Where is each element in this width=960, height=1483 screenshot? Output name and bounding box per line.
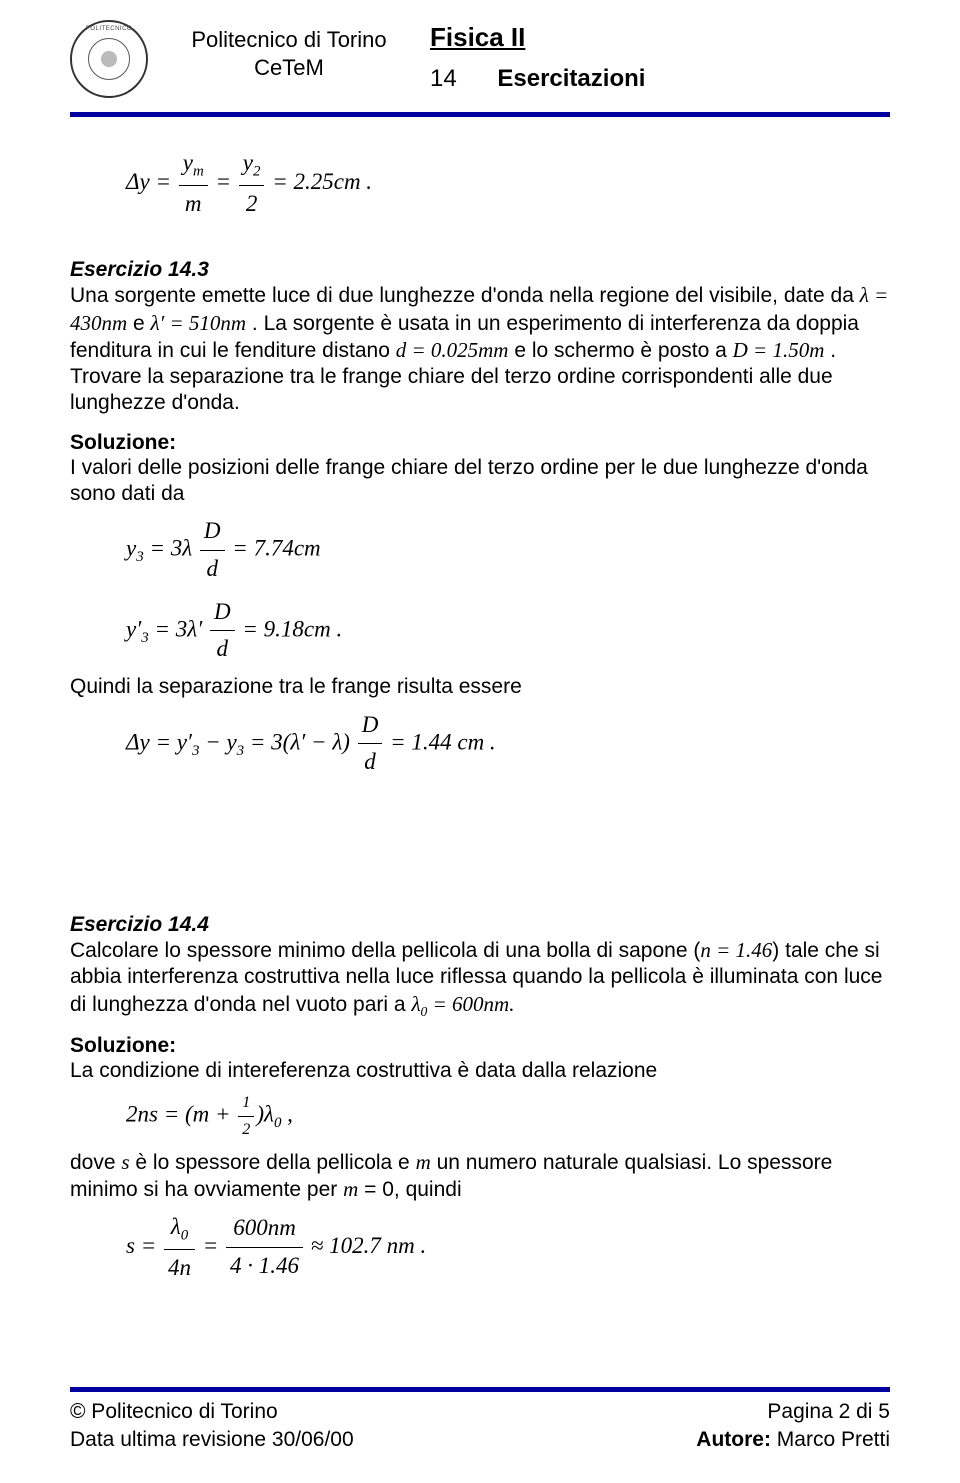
equation-constructive-interference: 2ns = (m + 12)λ0 , (126, 1090, 890, 1143)
equation-delta-y-result: Δy = y′3 − y3 = 3(λ′ − λ) D d = 1.44 cm … (126, 707, 890, 782)
page-footer: © Politecnico di Torino Pagina 2 di 5 Da… (70, 1373, 890, 1453)
seal-inner-icon (88, 38, 130, 80)
course-block: Fisica II 14 Esercitazioni (430, 20, 645, 93)
equation-y3: y3 = 3λ D d = 7.74cm (126, 513, 890, 588)
exercise-3-heading: Esercizio 14.3 (70, 258, 890, 282)
footer-row-2: Data ultima revisione 30/06/00 Autore: M… (70, 1426, 890, 1453)
fraction-one-half: 12 (238, 1090, 254, 1143)
page-header: POLITECNICO Politecnico di Torino CeTeM … (70, 20, 890, 98)
exercise-4-problem: Calcolare lo spessore minimo della pelli… (70, 937, 890, 1020)
footer-row-1: © Politecnico di Torino Pagina 2 di 5 (70, 1398, 890, 1425)
header-rule (70, 112, 890, 117)
exercise-4-solution-heading: Soluzione: (70, 1034, 890, 1058)
institution-block: Politecnico di Torino CeTeM (164, 20, 414, 81)
course-title: Fisica II (430, 22, 645, 53)
exercise-4-solution-line2: dove s è lo spessore della pellicola e m… (70, 1149, 890, 1204)
exercise-3-solution-heading: Soluzione: (70, 431, 890, 455)
institution-seal-icon: POLITECNICO (70, 20, 148, 98)
footer-revision: Data ultima revisione 30/06/00 (70, 1426, 354, 1453)
page: POLITECNICO Politecnico di Torino CeTeM … (0, 0, 960, 1483)
footer-page-indicator: Pagina 2 di 5 (767, 1398, 890, 1425)
footer-author: Autore: Marco Pretti (696, 1426, 890, 1453)
chapter-number: 14 (430, 65, 457, 92)
equation-thickness-result: s = λ0 4n = 600nm 4 · 1.46 ≈ 102.7 nm . (126, 1209, 890, 1286)
fraction-ym-over-m: ym m (179, 145, 208, 222)
eq-result: = 2.25cm . (272, 169, 372, 194)
equation-delta-y-definition: Δy = ym m = y2 2 = 2.25cm . (126, 145, 890, 222)
fraction-D-over-d: D d (200, 513, 225, 588)
exercise-4-solution-line1: La condizione di intereferenza costrutti… (70, 1058, 890, 1084)
exercise-3-solution-intro: I valori delle posizioni delle frange ch… (70, 455, 890, 508)
fraction-D-over-d-2: D d (210, 594, 235, 669)
fraction-600nm-over-4x1.46: 600nm 4 · 1.46 (226, 1210, 303, 1285)
section-gap (70, 787, 890, 877)
footer-copyright: © Politecnico di Torino (70, 1398, 278, 1425)
eq-lhs: Δy = (126, 169, 171, 194)
fraction-y2-over-2: y2 2 (239, 145, 265, 222)
exercise-3-problem: Una sorgente emette luce di due lunghezz… (70, 282, 890, 416)
institution-name: Politecnico di Torino (164, 26, 414, 54)
fraction-D-over-d-3: D d (358, 707, 383, 782)
chapter-line: 14 Esercitazioni (430, 65, 645, 93)
exercise-3-conclusion-text: Quindi la separazione tra le frange risu… (70, 674, 890, 700)
fraction-lambda0-over-4n: λ0 4n (164, 1209, 195, 1286)
seal-ring-text: POLITECNICO (72, 26, 146, 32)
exercise-4-heading: Esercizio 14.4 (70, 913, 890, 937)
chapter-name: Esercitazioni (497, 65, 645, 92)
footer-rule (70, 1387, 890, 1392)
department-name: CeTeM (164, 54, 414, 82)
equation-y3-prime: y′3 = 3λ′ D d = 9.18cm . (126, 594, 890, 669)
